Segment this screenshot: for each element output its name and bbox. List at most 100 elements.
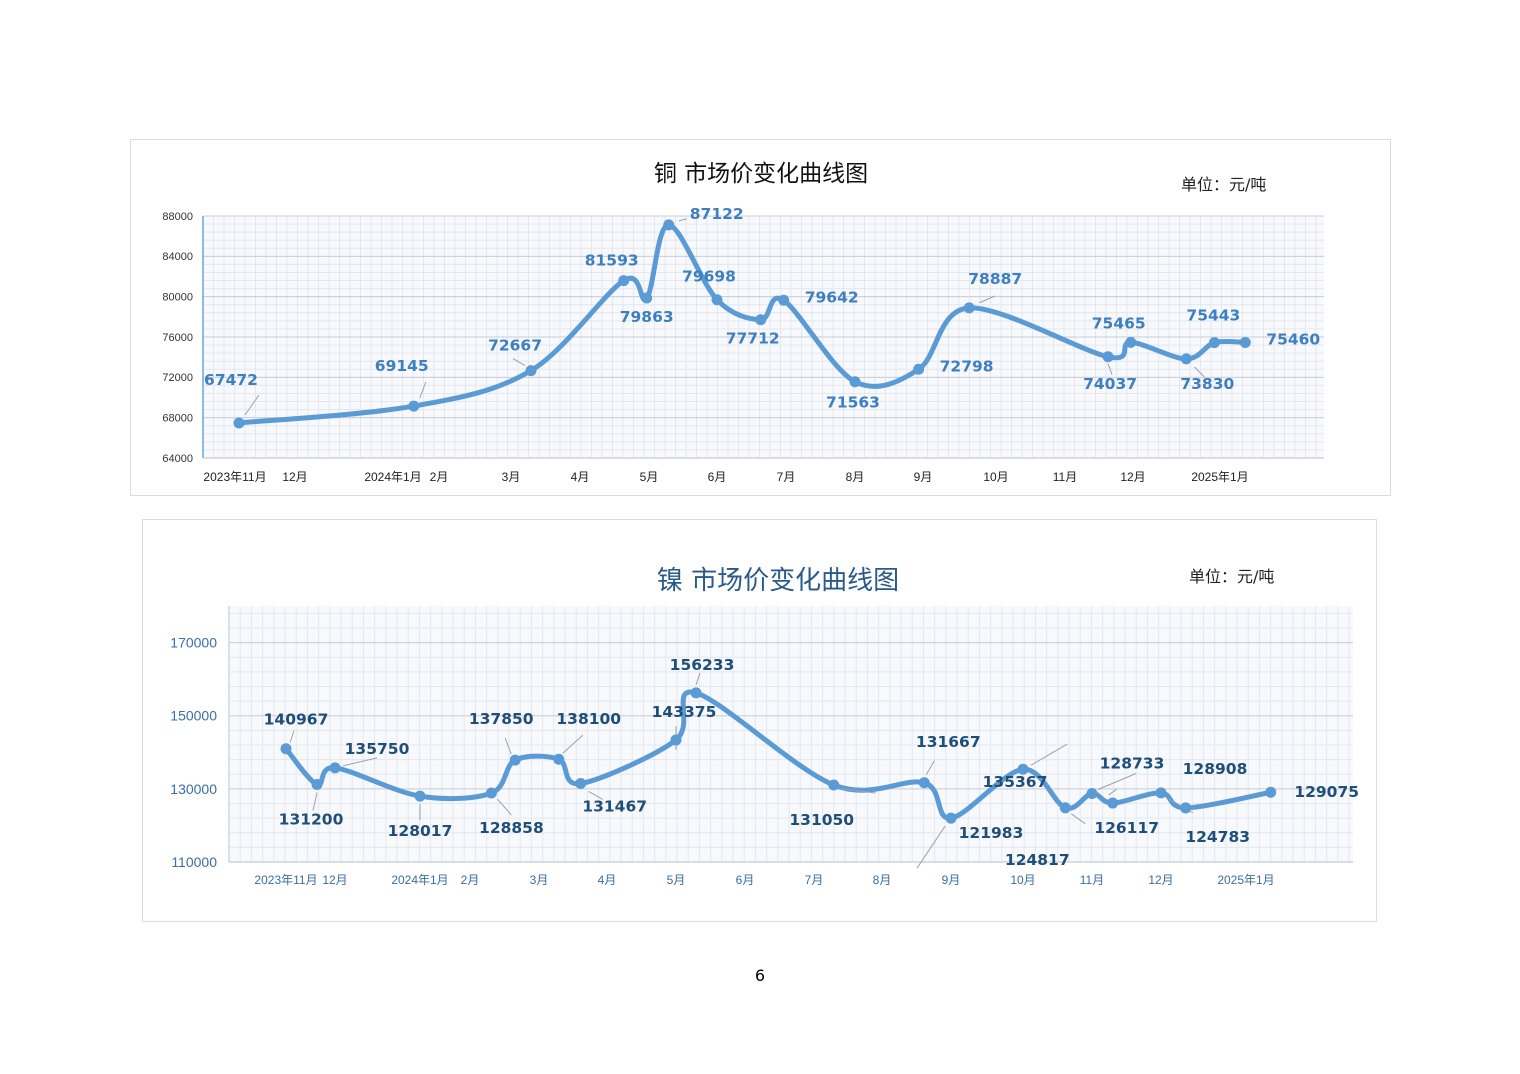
copper-data-label: 72667 [488, 337, 542, 355]
nickel-x-tick-label: 2023年11月 [254, 873, 317, 887]
copper-label-leader [419, 381, 427, 399]
copper-data-label: 69145 [375, 357, 429, 375]
copper-data-point [963, 302, 975, 314]
nickel-x-tick-label: 2024年1月 [391, 873, 448, 887]
copper-label-leader [1107, 363, 1113, 375]
page-number: 6 [754, 966, 766, 985]
copper-x-tick-label: 2025年1月 [1191, 470, 1248, 484]
nickel-y-tick-label: 150000 [170, 708, 217, 724]
nickel-data-point [509, 754, 521, 766]
copper-data-label: 87122 [690, 205, 744, 223]
nickel-label-leader [695, 672, 701, 686]
nickel-label-leader [588, 791, 603, 800]
copper-data-point [408, 400, 420, 412]
copper-data-label: 72798 [940, 357, 994, 375]
nickel-data-label: 135367 [983, 773, 1048, 791]
nickel-data-point [1107, 797, 1119, 809]
copper-x-tick-label: 2024年1月 [364, 470, 421, 484]
nickel-data-point [1017, 763, 1029, 775]
copper-label-leader [244, 394, 260, 416]
copper-data-label: 79642 [805, 288, 859, 306]
nickel-x-tick-label: 8月 [873, 873, 892, 887]
nickel-label-leader [841, 788, 876, 794]
copper-label-leader [678, 218, 687, 222]
nickel-chart-title: 镍 市场价变化曲线图 [656, 566, 900, 596]
copper-data-point [913, 363, 925, 375]
nickel-data-point [1265, 786, 1277, 798]
copper-y-tick-label: 84000 [162, 251, 193, 263]
copper-x-tick-label: 5月 [640, 470, 659, 484]
copper-x-tick-label: 12月 [282, 470, 307, 484]
copper-x-tick-label: 6月 [708, 470, 727, 484]
copper-y-tick-label: 80000 [162, 292, 193, 304]
nickel-data-label: 131200 [279, 810, 344, 828]
nickel-data-point [329, 762, 341, 774]
nickel-label-leader [1070, 813, 1086, 825]
copper-data-point [755, 314, 767, 326]
copper-label-leader [1193, 366, 1205, 378]
copper-x-tick-label: 2023年11月 [203, 470, 266, 484]
copper-price-chart: 88000 84000 80000 76000 72000 68000 64000 2023年… [162, 205, 1324, 484]
copper-data-point [525, 365, 537, 377]
nickel-x-tick-label: 12月 [1148, 873, 1173, 887]
nickel-label-leader [289, 730, 295, 743]
copper-chart-panel: 铜 市场价变化曲线图 单位：元/吨 88000 84000 80000 76000 72… [130, 139, 1391, 496]
copper-data-label: 73830 [1180, 375, 1234, 393]
nickel-data-label: 156233 [670, 656, 735, 674]
nickel-label-leader [1097, 773, 1137, 790]
nickel-data-label: 129075 [1294, 783, 1359, 801]
nickel-label-leader [916, 825, 946, 869]
copper-unit-label: 单位：元/吨 [1181, 175, 1267, 194]
nickel-data-label: 131467 [582, 797, 647, 815]
nickel-label-leader [504, 737, 512, 755]
copper-data-label: 81593 [585, 252, 639, 270]
nickel-data-label: 128733 [1100, 754, 1165, 772]
nickel-x-tick-label: 3月 [530, 873, 549, 887]
nickel-label-leader [1108, 788, 1118, 796]
copper-data-label: 77712 [726, 330, 780, 348]
copper-data-label: 67472 [204, 371, 258, 389]
nickel-x-tick-label: 6月 [736, 873, 755, 887]
nickel-x-tick-label: 10月 [1010, 873, 1035, 887]
copper-x-tick-label: 9月 [914, 470, 933, 484]
nickel-label-leader [925, 760, 935, 776]
nickel-data-point [918, 777, 930, 789]
nickel-unit-label: 单位：元/吨 [1189, 567, 1275, 586]
copper-data-label: 75465 [1092, 314, 1146, 332]
copper-data-point [618, 275, 630, 287]
nickel-data-point [670, 734, 682, 746]
nickel-x-tick-label: 2025年1月 [1217, 873, 1274, 887]
nickel-x-tick-label: 2月 [461, 873, 480, 887]
nickel-x-tick-label: 9月 [942, 873, 961, 887]
nickel-price-line [283, 689, 1274, 821]
nickel-y-tick-label: 170000 [170, 634, 217, 650]
copper-label-leader [512, 358, 526, 367]
nickel-data-point [945, 812, 957, 824]
copper-x-tick-label: 12月 [1120, 470, 1145, 484]
nickel-x-tick-label: 7月 [805, 873, 824, 887]
nickel-chart-panel: 镍 市场价变化曲线图 单位：元/吨 170000 150000 130000 1100… [142, 519, 1377, 922]
copper-x-tick-label: 8月 [846, 470, 865, 484]
nickel-plot-area [229, 606, 1353, 862]
copper-data-point [849, 376, 861, 388]
nickel-data-label: 138100 [556, 710, 621, 728]
nickel-data-point [1180, 802, 1192, 814]
copper-data-point [1125, 336, 1137, 348]
nickel-x-tick-label: 11月 [1080, 873, 1104, 887]
nickel-label-leader [497, 798, 512, 816]
nickel-data-label: 128858 [479, 819, 544, 837]
nickel-data-point [828, 779, 840, 791]
nickel-x-tick-label: 4月 [598, 873, 617, 887]
copper-data-label: 75460 [1266, 330, 1320, 348]
nickel-data-label: 126117 [1094, 819, 1159, 837]
copper-x-tick-label: 2月 [430, 470, 449, 484]
copper-y-tick-label: 76000 [162, 332, 193, 344]
nickel-data-point [575, 777, 587, 789]
copper-x-tick-label: 11月 [1053, 470, 1077, 484]
nickel-data-point [414, 790, 426, 802]
nickel-data-point [553, 753, 565, 765]
copper-data-point [778, 294, 790, 306]
copper-y-tick-label: 72000 [162, 372, 193, 384]
copper-data-label: 79863 [620, 308, 674, 326]
copper-data-point [1180, 353, 1192, 365]
